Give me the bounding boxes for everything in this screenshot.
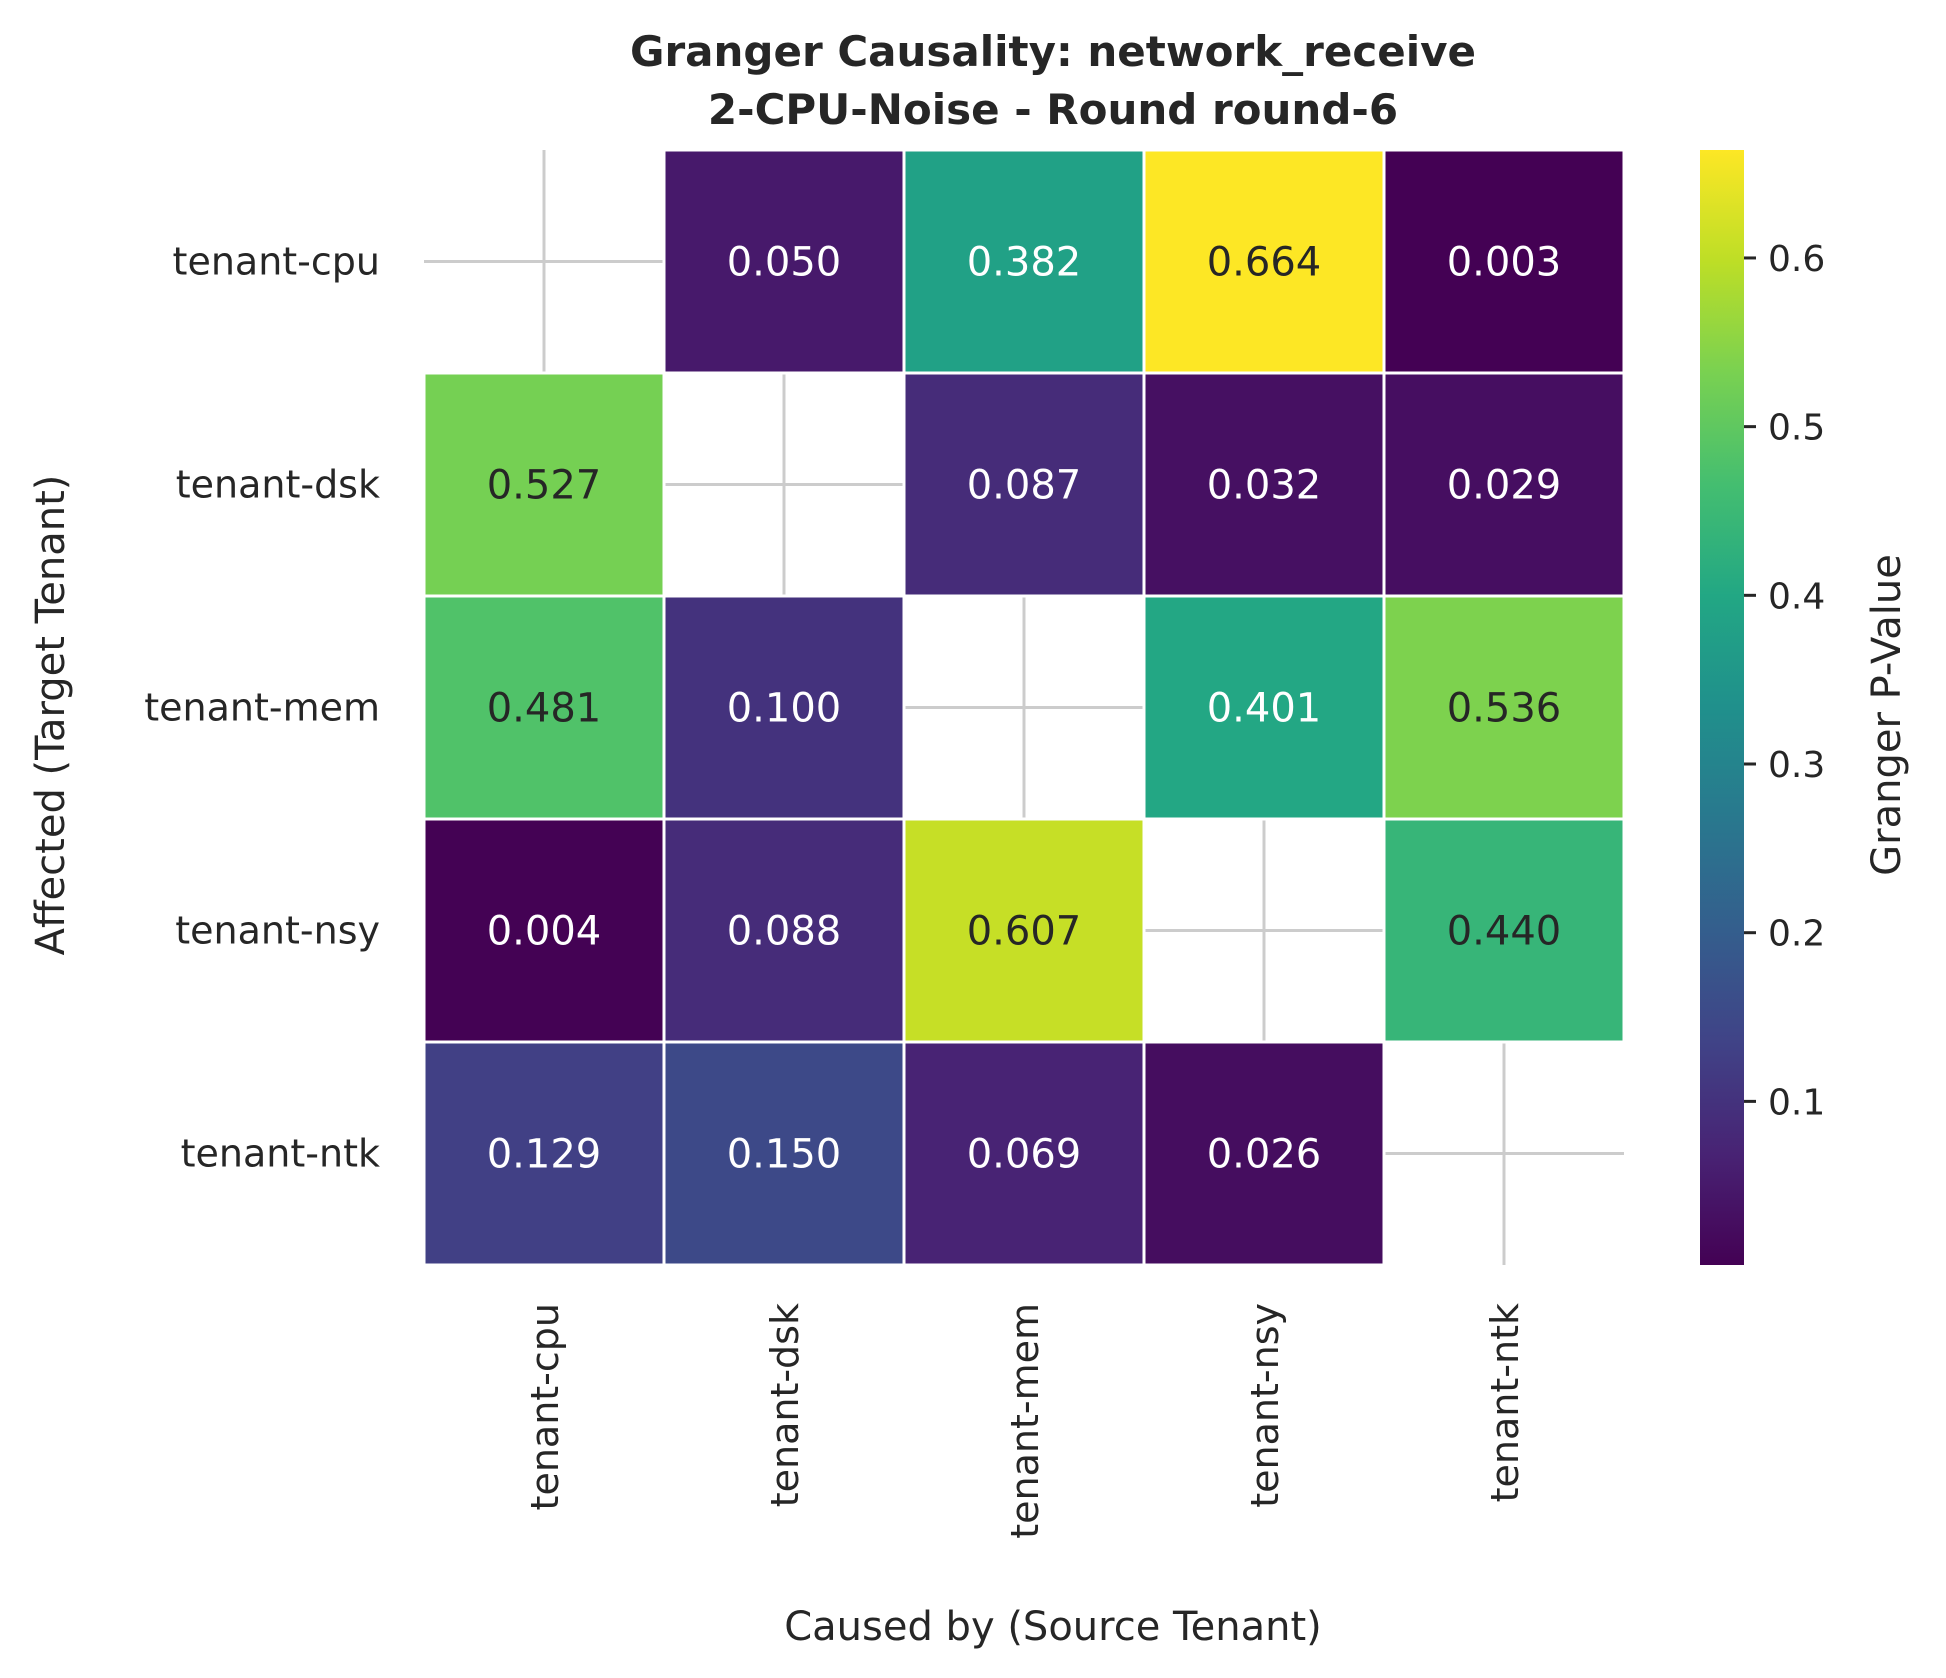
heatmap-cell — [1142, 594, 1386, 821]
heatmap-cell — [1382, 148, 1626, 375]
colorbar-tick-label: 0.1 — [1768, 1082, 1825, 1123]
cell-value-label: 0.029 — [1447, 463, 1562, 509]
cell-value-label: 0.129 — [487, 1132, 602, 1178]
y-tick-labels: tenant-cpu tenant-dsk tenant-mem tenant-nsy… — [144, 240, 380, 1176]
heatmap-cell — [422, 371, 666, 598]
heatmap-cell — [902, 1040, 1146, 1267]
heatmap-cell — [1142, 1040, 1386, 1267]
heatmap-cells: 0.050 0.382 0.664 0.003 0.527 0.087 0.032 0.029… — [422, 148, 1626, 1267]
heatmap-cell — [422, 817, 666, 1044]
x-tick-label: tenant-nsy — [1243, 1303, 1287, 1508]
chart-title-line-2: 2-CPU-Noise - Round round-6 — [708, 85, 1398, 134]
x-tick-label: tenant-mem — [1003, 1303, 1047, 1539]
x-tick-label: tenant-ntk — [1483, 1303, 1527, 1502]
cell-value-label: 0.100 — [727, 686, 842, 732]
cell-value-label: 0.440 — [1447, 909, 1562, 955]
heatmap-cell — [1382, 371, 1626, 598]
heatmap-cell — [902, 148, 1146, 375]
cell-value-label: 0.003 — [1447, 240, 1562, 286]
x-tick-labels: tenant-cpu tenant-dsk tenant-mem tenant-nsy… — [523, 1303, 1527, 1539]
heatmap-cell — [1142, 371, 1386, 598]
colorbar-tick-label: 0.2 — [1768, 914, 1825, 955]
colorbar: 0.1 0.2 0.3 0.4 0.5 0.6 — [1700, 150, 1825, 1265]
colorbar-tick-label: 0.6 — [1768, 239, 1825, 280]
cell-value-label: 0.069 — [967, 1132, 1082, 1178]
cell-value-label: 0.150 — [727, 1132, 842, 1178]
cell-value-label: 0.607 — [967, 909, 1082, 955]
cell-value-label: 0.032 — [1207, 463, 1322, 509]
colorbar-label: Granger P-Value — [1864, 554, 1910, 876]
cell-value-label: 0.527 — [487, 463, 602, 509]
cell-value-label: 0.382 — [967, 240, 1082, 286]
y-axis-label: Affected (Target Tenant) — [28, 475, 74, 956]
heatmap-cell — [422, 594, 666, 821]
y-tick-label: tenant-ntk — [181, 1132, 380, 1176]
y-tick-label: tenant-nsy — [175, 909, 380, 953]
cell-value-label: 0.088 — [727, 909, 842, 955]
heatmap-cell — [422, 1040, 666, 1267]
chart-title-line-1: Granger Causality: network_receive — [630, 27, 1476, 76]
colorbar-tick-label: 0.5 — [1768, 408, 1825, 449]
cell-value-label: 0.026 — [1207, 1132, 1322, 1178]
cell-value-label: 0.401 — [1207, 686, 1322, 732]
heatmap-cell — [902, 371, 1146, 598]
heatmap-cell — [1382, 817, 1626, 1044]
y-tick-label: tenant-dsk — [176, 463, 380, 507]
x-tick-label: tenant-dsk — [763, 1303, 807, 1507]
cell-value-label: 0.536 — [1447, 686, 1562, 732]
cell-value-label: 0.004 — [487, 909, 602, 955]
cell-value-label: 0.087 — [967, 463, 1082, 509]
colorbar-tick-label: 0.3 — [1768, 745, 1825, 786]
colorbar-gradient — [1700, 150, 1744, 1265]
cell-value-label: 0.050 — [727, 240, 842, 286]
x-axis-label: Caused by (Source Tenant) — [784, 1604, 1322, 1650]
y-tick-label: tenant-mem — [144, 686, 380, 730]
cell-value-label: 0.481 — [487, 686, 602, 732]
y-tick-label: tenant-cpu — [173, 240, 380, 284]
x-tick-label: tenant-cpu — [523, 1303, 567, 1510]
heatmap-cell — [662, 1040, 906, 1267]
heatmap-cell — [902, 817, 1146, 1044]
cell-value-label: 0.664 — [1207, 240, 1322, 286]
colorbar-tick-label: 0.4 — [1768, 576, 1825, 617]
heatmap-cell — [662, 594, 906, 821]
